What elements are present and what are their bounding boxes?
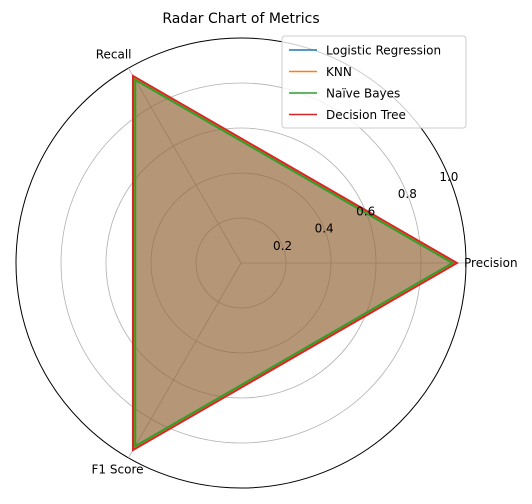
radial-tick-label: 1.0 xyxy=(439,170,458,184)
legend-entry: Logistic Regression xyxy=(326,44,441,58)
legend: Logistic Regression KNN Naïve Bayes Decisio… xyxy=(281,35,467,129)
label-layer: 0.2 0.4 0.6 0.8 1.0 Precision Recall F1 Score xyxy=(92,47,518,476)
series-fill xyxy=(133,75,457,451)
series-fill xyxy=(134,77,455,449)
series-line xyxy=(134,78,455,448)
axis-label-precision: Precision xyxy=(464,256,518,270)
series-line xyxy=(133,76,457,450)
legend-entry: Decision Tree xyxy=(326,108,406,122)
series-fill xyxy=(134,77,455,449)
radial-tick-label: 0.4 xyxy=(315,222,334,236)
legend-entry: KNN xyxy=(326,65,352,79)
radial-tick-label: 0.6 xyxy=(356,204,375,218)
legend-box xyxy=(281,35,467,129)
series-fill xyxy=(135,79,453,447)
series-line xyxy=(132,74,460,452)
axis-label-f1-score: F1 Score xyxy=(92,463,144,477)
radial-tick-label: 0.2 xyxy=(273,239,292,253)
series-layer xyxy=(132,74,460,452)
radial-tick-label: 0.8 xyxy=(398,187,417,201)
legend-entry: Naïve Bayes xyxy=(326,87,400,101)
grid-spoke xyxy=(128,262,242,459)
grid-layer xyxy=(15,37,467,489)
chart-title: Radar Chart of Metrics xyxy=(162,11,319,27)
axis-label-recall: Recall xyxy=(96,47,132,61)
grid-spoke xyxy=(128,67,242,264)
